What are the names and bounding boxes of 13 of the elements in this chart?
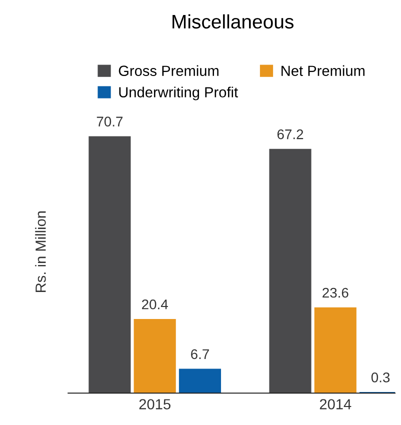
chart-title: Miscellaneous [172,14,294,29]
legend-label: Underwriting Profit [119,86,238,100]
data-label: 20.4 [142,299,168,310]
data-label: 67.2 [277,129,304,140]
legend-label: Net Premium [282,65,364,76]
y-axis-title: Rs. in Million [35,211,46,292]
x-tick-label: 2015 [139,399,170,410]
data-label: 6.7 [191,349,209,360]
x-tick-label: 2014 [320,399,352,410]
data-label: 23.6 [322,288,348,298]
data-label: 0.3 [371,372,390,382]
data-label: 70.7 [96,116,123,127]
legend-label: Gross Premium [118,65,218,76]
